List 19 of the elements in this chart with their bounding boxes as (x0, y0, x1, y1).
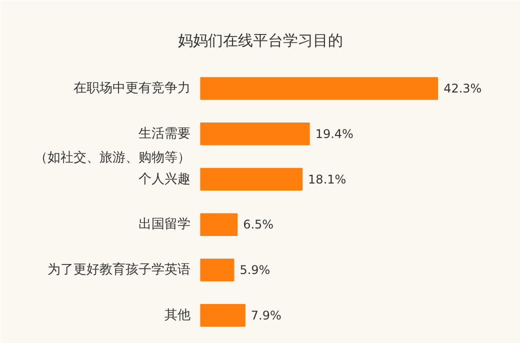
y-tick-label: 其他 (164, 308, 191, 323)
data-label: 42.3% (444, 82, 482, 96)
bar (200, 77, 438, 100)
chart-title: 妈妈们在线平台学习目的 (178, 31, 344, 50)
y-tick-label: 在职场中更有竞争力 (74, 81, 191, 96)
data-label: 18.1% (308, 172, 346, 186)
bar (200, 122, 310, 146)
y-tick-label: 生活需要（如社交、旅游、购物等） (34, 126, 191, 166)
data-label: 19.4% (315, 126, 354, 141)
bar (200, 213, 238, 236)
bar (200, 258, 234, 282)
data-label: 6.5% (243, 218, 274, 232)
data-label: 5.9% (240, 263, 270, 277)
bar (200, 304, 246, 327)
data-label: 7.9% (250, 308, 282, 322)
y-tick-label: 出国留学 (138, 217, 191, 232)
bar (200, 168, 303, 191)
y-tick-label: 为了更好教育孩子学英语 (48, 262, 191, 278)
y-tick-label: 个人兴趣 (138, 172, 191, 187)
